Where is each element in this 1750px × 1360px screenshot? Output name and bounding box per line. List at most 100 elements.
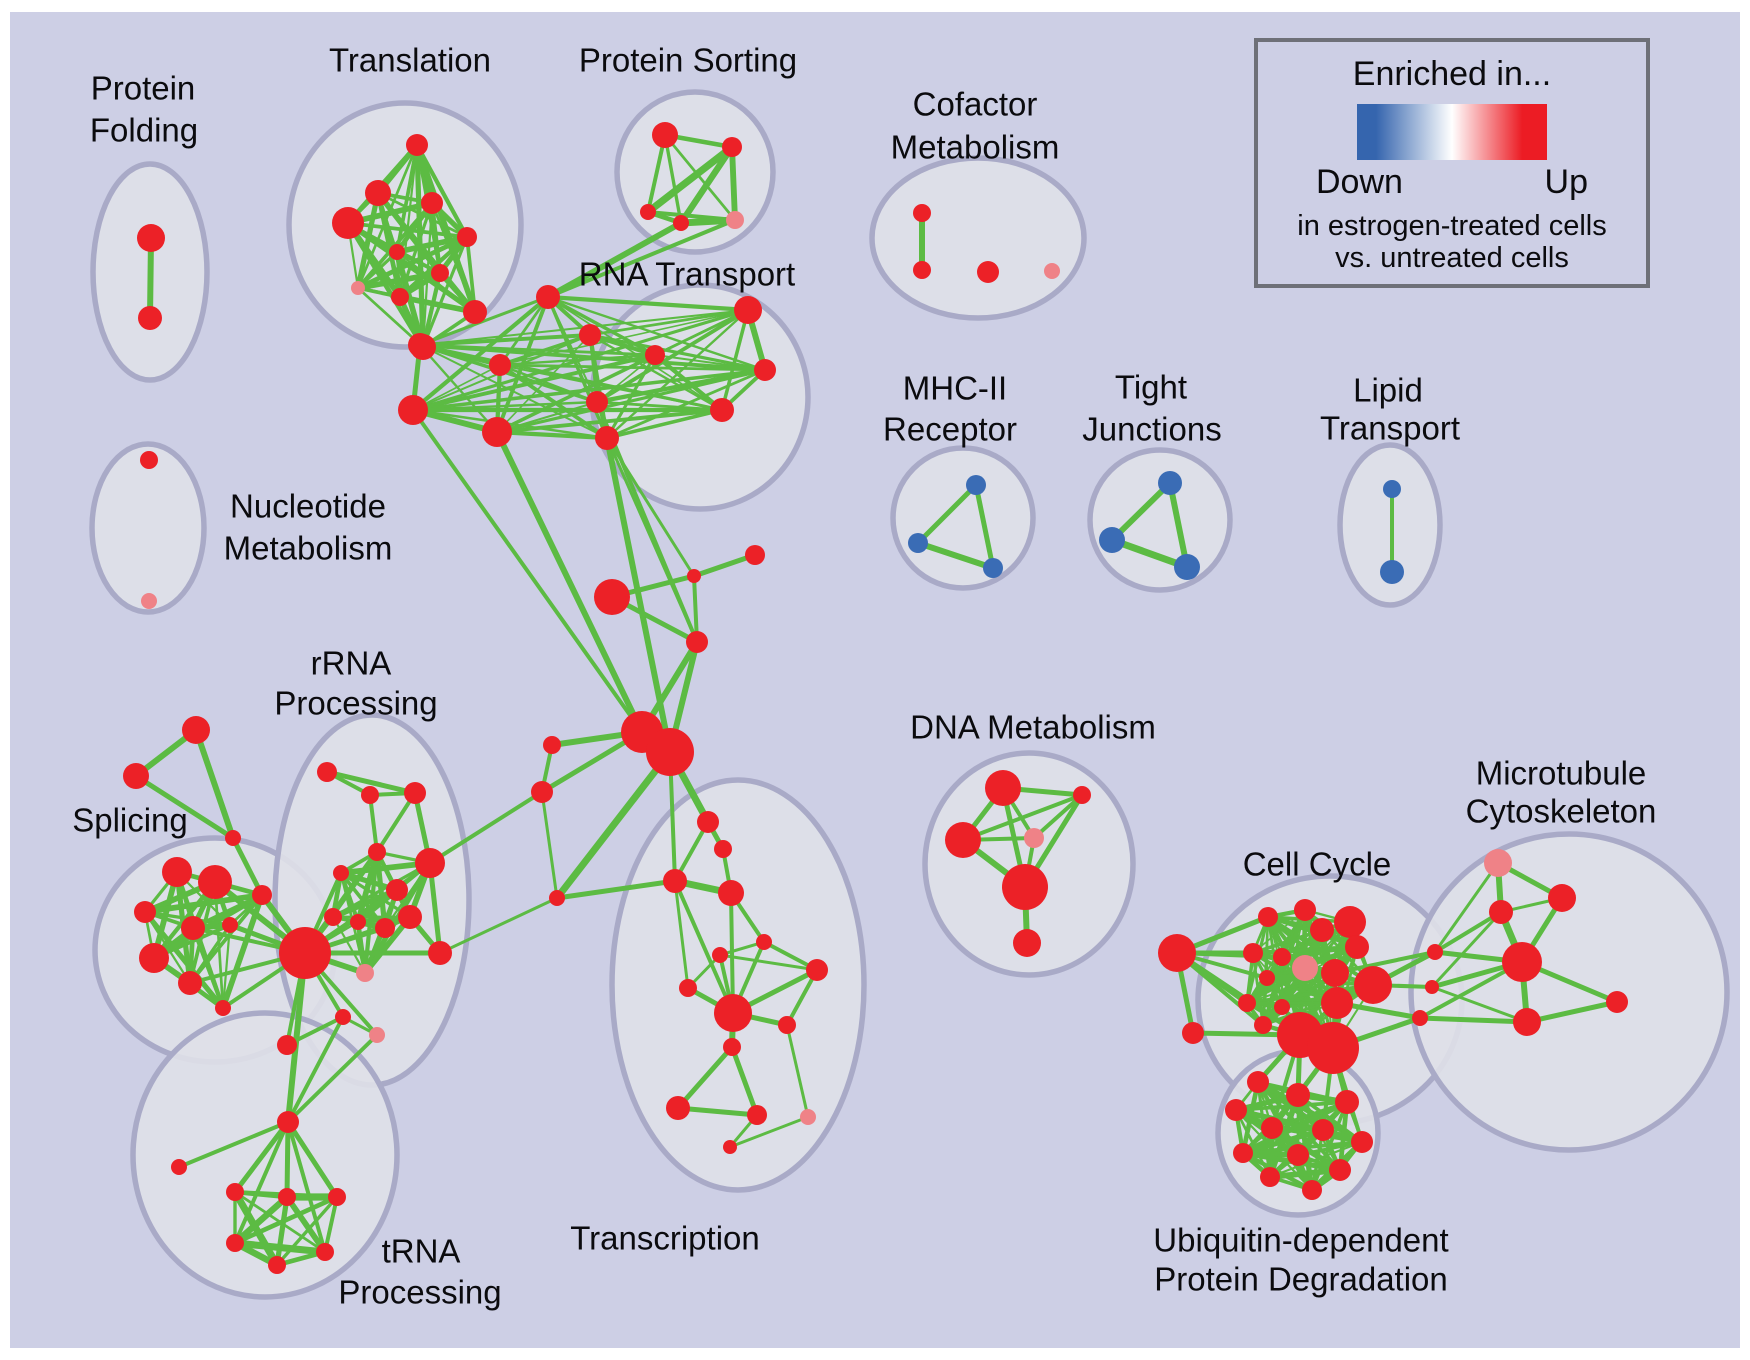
edge <box>438 896 559 955</box>
edge <box>411 368 767 412</box>
gene-set-node-cy9-up <box>1259 970 1275 986</box>
edge <box>1108 536 1191 571</box>
gene-set-node-lt2-down <box>1380 560 1404 584</box>
edge <box>331 915 367 975</box>
edge <box>1417 1015 1530 1025</box>
edge <box>1251 920 1352 955</box>
edge <box>785 1023 810 1119</box>
cluster-label-lipid-transport: Transport <box>1320 410 1460 447</box>
cluster-label-rrna-processing: Processing <box>274 685 437 722</box>
gene-set-node-pf1-up <box>137 224 165 252</box>
edge <box>677 216 739 227</box>
cluster-label-ubiquitin-degradation: Ubiquitin-dependent <box>1153 1222 1448 1259</box>
gene-set-node-cy3-up <box>1310 918 1334 942</box>
edge <box>428 790 544 865</box>
cluster-label-protein-folding: Protein <box>91 70 196 107</box>
cluster-label-lipid-transport: Lipid <box>1353 372 1423 409</box>
edge <box>494 429 610 441</box>
edge <box>1280 945 1359 959</box>
cluster-label-cofactor-metabolism: Metabolism <box>891 129 1060 166</box>
edge <box>646 133 667 214</box>
gene-set-node-ps5-mild <box>726 211 744 229</box>
edge <box>142 892 265 915</box>
cluster-label-tight-junctions: Tight <box>1115 369 1187 406</box>
edge <box>498 295 550 367</box>
edge <box>495 400 599 434</box>
gene-set-node-ps3-up <box>640 204 656 220</box>
edge <box>1267 1167 1343 1180</box>
gene-set-node-txX-up <box>723 1140 737 1154</box>
gene-set-node-tl1-up <box>406 134 428 156</box>
gene-set-node-mt6-up <box>1606 991 1628 1013</box>
gene-set-node-tl4-up <box>332 207 364 239</box>
edge <box>1433 910 1503 954</box>
gene-set-node-cy11-up <box>1354 966 1392 1004</box>
gene-set-node-rt12-up <box>595 426 619 450</box>
edge <box>1234 1100 1349 1112</box>
edge <box>644 143 736 216</box>
gene-set-node-ub12-up <box>1302 1180 1322 1200</box>
gene-set-node-ps1-up <box>652 122 678 148</box>
edge <box>677 143 736 227</box>
gene-set-node-rr14-mild <box>369 1027 385 1043</box>
edge <box>495 368 767 434</box>
gene-set-node-rr15-up <box>277 1035 297 1055</box>
legend-caption-line1: in estrogen-treated cells <box>1297 210 1607 242</box>
cluster-label-translation: Translation <box>329 42 491 79</box>
gene-set-node-txU-up <box>666 1096 690 1120</box>
gene-set-node-cf4-mild <box>1044 263 1060 279</box>
cluster-label-transcription: Transcription <box>570 1220 760 1257</box>
edge <box>498 353 657 367</box>
cluster-label-mhc-ii-receptor: MHC-II <box>903 370 1007 407</box>
edge <box>427 860 443 956</box>
gene-set-node-ccF-up <box>646 728 694 776</box>
edge <box>915 482 979 546</box>
edge <box>284 1119 291 1200</box>
edge <box>355 234 470 291</box>
cluster-label-ubiquitin-degradation: Protein Degradation <box>1154 1261 1448 1298</box>
gene-set-node-mt1-mild <box>1484 849 1512 877</box>
edge <box>692 574 699 644</box>
gene-set-node-cy1-up <box>1258 907 1278 927</box>
gene-set-node-cy2-up <box>1294 899 1316 921</box>
gene-set-node-st1-up <box>182 716 210 744</box>
gene-set-node-dm6-up <box>1013 929 1041 957</box>
gene-set-node-tl6-up <box>389 244 405 260</box>
cluster-label-nucleotide-metabolism: Metabolism <box>224 530 393 567</box>
edge <box>465 235 477 314</box>
legend-up-label: Up <box>1544 163 1588 201</box>
gene-set-node-txP-up <box>806 959 828 981</box>
gene-set-node-dm5-up <box>1002 864 1048 910</box>
gene-set-node-ps4-up <box>673 215 689 231</box>
gene-set-node-sp2-up <box>198 865 232 899</box>
gene-set-node-cy4-up <box>1334 906 1366 938</box>
gene-set-node-rt8-up <box>586 391 608 413</box>
gene-set-node-cy12-up <box>1321 987 1353 1019</box>
cluster-label-protein-folding: Folding <box>90 112 198 149</box>
edge <box>663 133 683 225</box>
gene-set-node-sp8-up <box>252 885 272 905</box>
gene-set-node-txN-up <box>756 934 772 950</box>
gene-set-node-cy14-up <box>1274 999 1290 1015</box>
gene-set-node-tl10-up <box>463 300 487 324</box>
edge <box>177 1120 290 1169</box>
edge <box>546 218 737 299</box>
gene-set-node-rr1-up <box>317 762 337 782</box>
edge <box>1109 480 1173 543</box>
gene-set-node-rr9-up <box>350 914 366 930</box>
gene-set-node-dm1-up <box>985 770 1021 806</box>
gene-set-node-tj3-down <box>1174 554 1200 580</box>
edge <box>915 540 996 571</box>
cluster-label-microtubule-cytoskeleton: Cytoskeleton <box>1466 793 1657 830</box>
edge <box>605 436 699 644</box>
edge <box>605 408 724 440</box>
gene-set-node-trH-up <box>277 1111 299 1133</box>
gene-set-node-cy13-up <box>1238 994 1256 1012</box>
edge <box>412 364 501 411</box>
gene-set-node-tr7-up <box>268 1256 286 1274</box>
gene-set-node-mt5-up <box>1513 1008 1541 1036</box>
edge <box>232 1119 291 1195</box>
edge <box>274 1194 290 1268</box>
edge <box>285 950 308 1125</box>
